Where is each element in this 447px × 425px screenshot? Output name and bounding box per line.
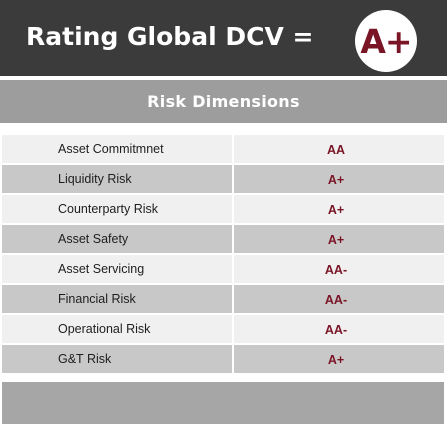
header-bar: Rating Global DCV = A+ [0, 0, 447, 76]
risk-rating: A+ [327, 203, 345, 217]
column-divider [232, 133, 234, 381]
table-row: Asset Servicing AA- [2, 255, 444, 283]
risk-name: Operational Risk [58, 322, 151, 336]
risk-name: Asset Safety [58, 232, 129, 246]
page-title: Rating Global DCV = [26, 22, 314, 51]
global-grade-badge: A+ [355, 10, 417, 72]
table-row: Operational Risk AA- [2, 315, 444, 343]
table-heading-bar: Risk Dimensions [0, 80, 447, 123]
risk-rating: A+ [327, 173, 345, 187]
risk-rating: AA [326, 143, 346, 157]
table-heading: Risk Dimensions [147, 92, 300, 111]
risk-rating: AA- [324, 263, 348, 277]
table-row: G&T Risk A+ [2, 345, 444, 373]
risk-name: Liquidity Risk [58, 172, 132, 186]
footer-bar [2, 382, 444, 424]
table-row: Liquidity Risk A+ [2, 165, 444, 193]
risk-name: Counterparty Risk [58, 202, 159, 216]
risk-rating: A+ [327, 353, 345, 367]
risk-rating: AA- [324, 323, 348, 337]
risk-rating: A+ [327, 233, 345, 247]
risk-name: Financial Risk [58, 292, 136, 306]
risk-name: Asset Commitmnet [58, 142, 164, 156]
risk-name: Asset Servicing [58, 262, 145, 276]
risk-name: G&T Risk [58, 352, 112, 366]
table-row: Counterparty Risk A+ [2, 195, 444, 223]
table-row: Financial Risk AA- [2, 285, 444, 313]
table-row: Asset Commitmnet AA [2, 135, 444, 163]
risk-rating: AA- [324, 293, 348, 307]
table-row: Asset Safety A+ [2, 225, 444, 253]
risk-table: Asset Commitmnet AA Liquidity Risk A+ Co… [2, 133, 444, 381]
